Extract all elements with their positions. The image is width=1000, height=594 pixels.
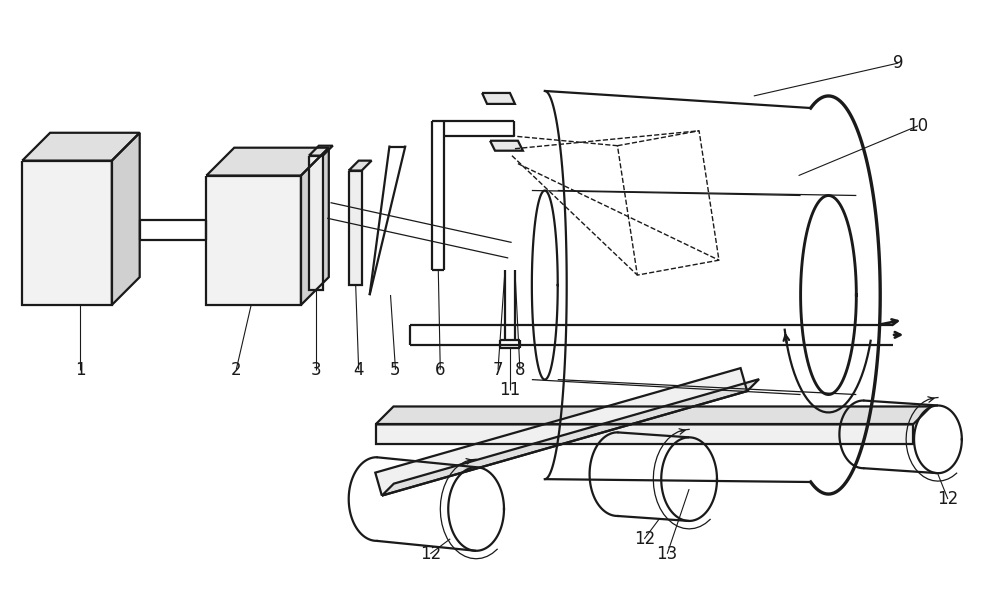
Polygon shape — [22, 160, 112, 305]
Polygon shape — [349, 160, 372, 170]
Polygon shape — [309, 156, 323, 290]
Polygon shape — [376, 406, 931, 424]
Polygon shape — [382, 379, 759, 495]
Polygon shape — [206, 148, 329, 176]
Polygon shape — [22, 133, 140, 160]
Text: 7: 7 — [493, 361, 503, 378]
Text: 4: 4 — [353, 361, 364, 378]
Text: 12: 12 — [634, 530, 655, 548]
Text: 8: 8 — [515, 361, 525, 378]
Text: 1: 1 — [75, 361, 85, 378]
Text: 3: 3 — [311, 361, 321, 378]
Text: 12: 12 — [937, 490, 959, 508]
Text: 6: 6 — [435, 361, 446, 378]
Polygon shape — [376, 424, 913, 444]
Polygon shape — [206, 176, 301, 305]
Polygon shape — [490, 141, 523, 151]
Polygon shape — [349, 170, 362, 285]
Text: 2: 2 — [231, 361, 242, 378]
Polygon shape — [375, 368, 747, 495]
Text: 11: 11 — [499, 381, 521, 399]
Text: 12: 12 — [420, 545, 441, 563]
Text: 10: 10 — [907, 117, 929, 135]
Polygon shape — [301, 148, 329, 305]
Text: 9: 9 — [893, 54, 903, 72]
Polygon shape — [482, 93, 515, 104]
Polygon shape — [112, 133, 140, 305]
Polygon shape — [309, 146, 333, 156]
Text: 13: 13 — [657, 545, 678, 563]
Text: 5: 5 — [390, 361, 401, 378]
